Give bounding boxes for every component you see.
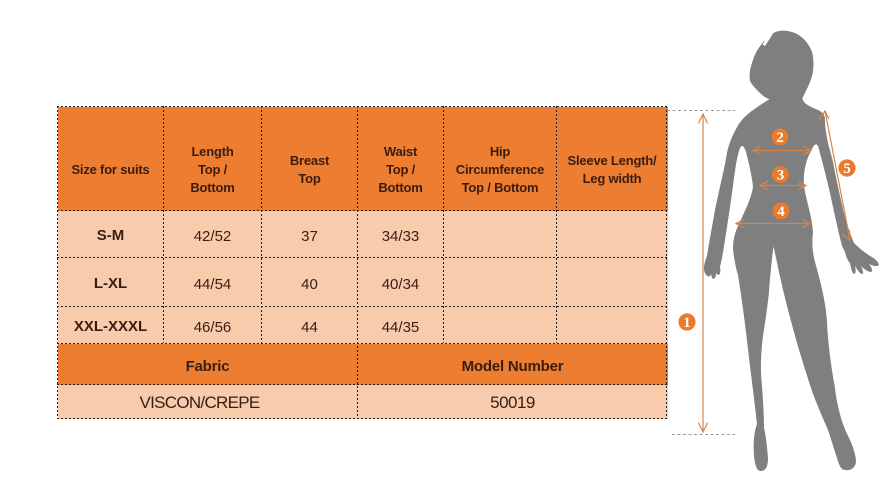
svg-text:5: 5 xyxy=(843,161,851,177)
svg-text:2: 2 xyxy=(776,130,784,146)
svg-text:3: 3 xyxy=(777,168,785,184)
svg-text:1: 1 xyxy=(683,315,691,331)
svg-text:4: 4 xyxy=(777,204,785,220)
